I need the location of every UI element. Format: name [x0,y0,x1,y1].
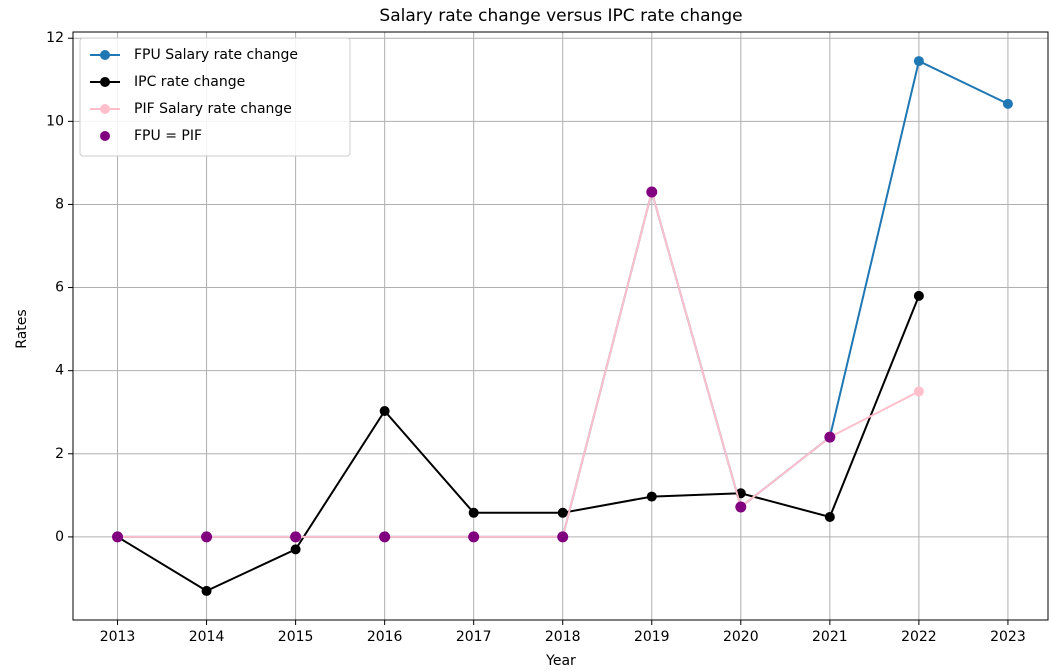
scatter-point [557,531,569,543]
x-tick-label: 2018 [545,629,581,645]
legend-label: FPU = PIF [134,128,202,144]
point [201,585,212,596]
legend-box [79,37,351,157]
x-axis-label: Year [545,653,576,669]
x-tick-label: 2023 [990,629,1026,645]
x-tick-label: 2017 [456,629,492,645]
x-tick-label: 2014 [189,629,225,645]
x-tick-label: 2022 [901,629,937,645]
point [468,507,479,518]
chart-title: Salary rate change versus IPC rate chang… [379,6,742,26]
legend: FPU Salary rate change IPC rate change PIF… [79,37,351,157]
legend-marker [100,77,110,87]
y-tick-label: 2 [55,446,64,462]
point [646,491,657,502]
point [913,386,924,397]
scatter-point [201,531,213,543]
y-tick-label: 12 [46,30,64,46]
point [557,507,568,518]
scatter-point [290,531,302,543]
legend-marker [100,131,110,141]
y-axis-label: Rates [14,309,30,348]
x-tick-label: 2021 [812,629,848,645]
scatter-point [735,501,747,513]
point [379,405,390,416]
y-tick-label: 0 [55,529,64,545]
series-line [117,188,920,538]
x-tick-label: 2019 [634,629,670,645]
legend-marker [100,50,110,60]
y-tick-label: 10 [46,113,64,129]
legend-label: IPC rate change [134,74,245,90]
x-tick-label: 2015 [278,629,314,645]
scatter-point [379,531,391,543]
legend-marker [100,104,110,114]
x-tick-label: 2013 [100,629,136,645]
y-tick-label: 4 [55,363,64,379]
scatter-point [468,531,480,543]
x-tick-label: 2016 [367,629,403,645]
y-tick-label: 8 [55,196,64,212]
plot-frame [72,31,1049,621]
scatter-point [646,186,658,198]
point [913,56,924,67]
point [913,290,924,301]
x-tick-label: 2020 [723,629,759,645]
series-line [117,295,920,593]
y-tick-label: 6 [55,280,64,296]
point [1002,98,1013,109]
point [824,511,835,522]
scatter-point [112,531,124,543]
legend-label: FPU Salary rate change [134,47,298,63]
legend-label: PIF Salary rate change [134,101,292,117]
scatter-point [824,431,836,443]
point [290,544,301,555]
